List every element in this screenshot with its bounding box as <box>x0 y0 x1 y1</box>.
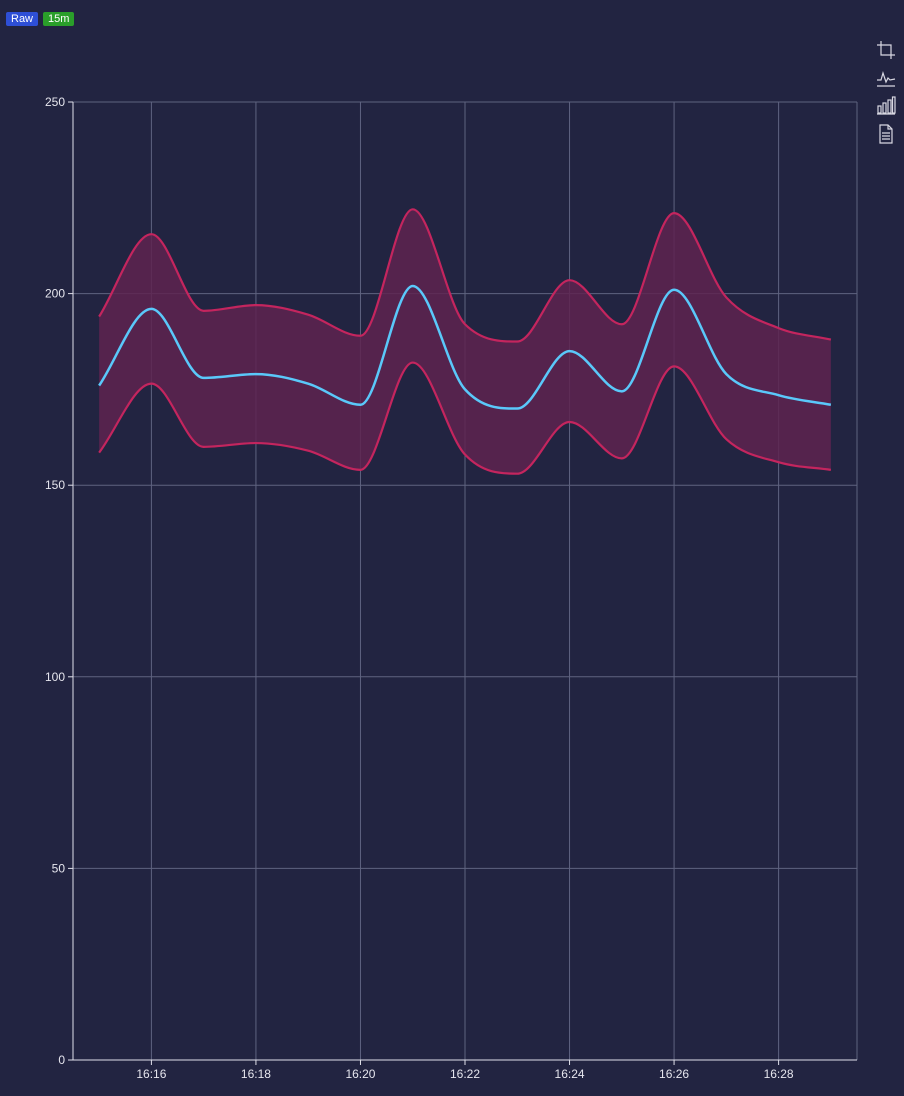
document-icon[interactable] <box>876 124 896 144</box>
x-tick-label: 16:22 <box>450 1067 480 1081</box>
y-tick-labels: 0 50 100 150 200 250 <box>45 95 65 1067</box>
y-tick-label: 200 <box>45 287 65 301</box>
lower-bound-line <box>98 361 832 475</box>
y-tick-label: 100 <box>45 670 65 684</box>
x-tick-label: 16:24 <box>555 1067 585 1081</box>
x-tick-label: 16:16 <box>136 1067 166 1081</box>
grid-lines <box>73 101 858 1060</box>
band-area <box>99 209 831 474</box>
time-range-badge[interactable]: 15m <box>43 12 75 26</box>
badge-group: Raw 15m <box>6 12 75 26</box>
raw-mode-badge[interactable]: Raw <box>6 12 39 26</box>
y-tick-label: 150 <box>45 478 65 492</box>
x-tick-labels: 16:16 16:18 16:20 16:22 16:24 16:26 16:28 <box>136 1067 794 1081</box>
x-tick-label: 16:28 <box>764 1067 794 1081</box>
crop-icon[interactable] <box>876 40 896 60</box>
bar-chart-icon[interactable] <box>876 96 896 116</box>
x-tick-label: 16:26 <box>659 1067 689 1081</box>
upper-bound-line <box>98 208 832 343</box>
x-tick-label: 16:18 <box>241 1067 271 1081</box>
confidence-band-fill <box>99 209 831 474</box>
chart-toolbar <box>876 40 898 152</box>
x-tick-label: 16:20 <box>345 1067 375 1081</box>
y-tick-label: 0 <box>58 1053 65 1067</box>
series-lines <box>98 208 832 475</box>
y-tick-label: 50 <box>52 861 66 875</box>
line-chart-icon[interactable] <box>876 68 896 88</box>
y-tick-label: 250 <box>45 95 65 109</box>
mean-line <box>98 284 832 410</box>
axes <box>68 101 857 1065</box>
